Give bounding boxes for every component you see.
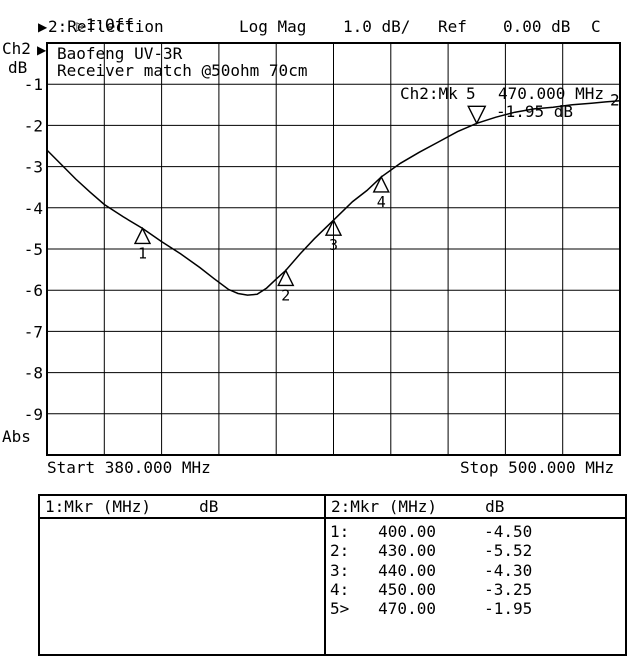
channel-2-status[interactable]: ▶ 2:Reflection Log Mag 1.0 dB/ Ref 0.00 … xyxy=(38,19,638,35)
marker-symbol-active[interactable] xyxy=(467,105,487,125)
y-axis-tick-label: -6 xyxy=(24,281,43,300)
marker-table-1-body xyxy=(40,519,324,654)
y-axis-tick-label: -9 xyxy=(24,405,43,424)
y-axis-tick-label: -4 xyxy=(24,199,43,218)
channel-1-status[interactable]: ▷1:Off xyxy=(38,1,134,49)
marker-number-label: 1 xyxy=(138,244,147,262)
chart-title: Baofeng UV-3R xyxy=(57,44,183,63)
ref-value: 0.00 dB xyxy=(503,17,571,36)
marker-tables: 1:Mkr (MHz) dB 2:Mkr (MHz) dB 1: 400.00 … xyxy=(38,494,627,656)
marker-symbol[interactable] xyxy=(324,218,343,236)
marker-table-row[interactable]: 3: 440.00 -4.30 xyxy=(330,560,533,580)
sweep-stop-label: Stop 500.000 MHz xyxy=(460,458,615,477)
calibration-flag: C xyxy=(591,17,601,36)
marker-table-2-header: 2:Mkr (MHz) dB xyxy=(324,496,625,519)
marker-readout-number: 5 xyxy=(466,84,476,103)
channel-2-status-label: 2:Reflection xyxy=(48,17,164,36)
channel-1-selector-icon: ▷ xyxy=(76,19,86,33)
y-axis-tick-label: -2 xyxy=(24,116,43,135)
y-axis-tick-label: -8 xyxy=(24,364,43,383)
y-axis-unit-label: dB xyxy=(8,58,28,77)
y-axis-tick-label: -7 xyxy=(24,322,43,341)
marker-table-row[interactable]: 5> 470.00 -1.95 xyxy=(330,599,533,619)
marker-number-label: 4 xyxy=(377,193,386,211)
scale-per-div-label: 1.0 dB/ xyxy=(343,17,411,36)
channel-1-status-label: 1:Off xyxy=(85,15,134,34)
marker-number-label: 3 xyxy=(329,236,338,254)
marker-table-1-header: 1:Mkr (MHz) dB xyxy=(40,496,324,519)
marker-readout-value: -1.95 dB xyxy=(496,102,574,121)
plot-border xyxy=(46,42,621,456)
format-label: Log Mag xyxy=(239,17,307,36)
channel-2-selector-icon: ▶ xyxy=(38,20,48,34)
y-axis-tick-label: -3 xyxy=(24,158,43,177)
marker-table-row[interactable]: 4: 450.00 -3.25 xyxy=(330,579,533,599)
marker-table-2-body: 1: 400.00 -4.50 2: 430.00 -5.52 3: 440.00 … xyxy=(324,519,625,654)
abs-mode-label: Abs xyxy=(2,427,31,446)
marker-table-row[interactable]: 1: 400.00 -4.50 xyxy=(330,522,533,541)
channel-axis-label: Ch2 xyxy=(2,39,31,58)
marker-readout-prefix: Ch2:Mk xyxy=(400,84,458,103)
marker-table-row[interactable]: 2: 430.00 -5.52 xyxy=(330,541,533,561)
y-axis-tick-label: -1 xyxy=(24,75,43,94)
chart-subtitle: Receiver match @50ohm 70cm xyxy=(57,61,308,80)
marker-symbol[interactable] xyxy=(277,268,295,287)
trace-number-label: 2 xyxy=(610,91,620,110)
active-channel-arrow-icon: ▶ xyxy=(37,43,47,57)
marker-symbol[interactable] xyxy=(372,175,390,193)
ref-label: Ref xyxy=(438,17,467,36)
marker-readout-frequency: 470.000 MHz xyxy=(498,84,604,103)
y-axis-tick-label: -5 xyxy=(24,240,43,259)
marker-symbol[interactable] xyxy=(133,226,152,245)
sweep-start-label: Start 380.000 MHz xyxy=(47,458,211,477)
marker-number-label: 2 xyxy=(281,286,290,304)
